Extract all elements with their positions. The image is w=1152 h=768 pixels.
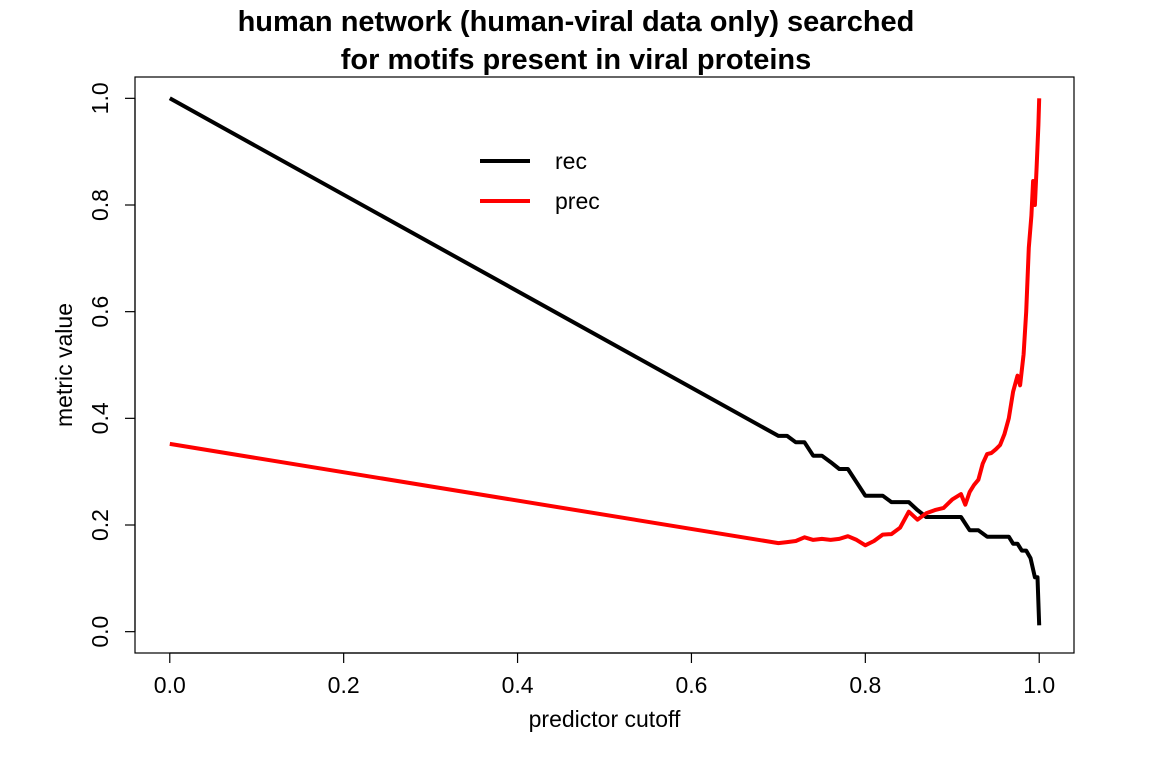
chart-title-line-1: human network (human-viral data only) se… — [237, 6, 915, 38]
y-tick-label: 0.0 — [87, 616, 113, 648]
legend: rec prec — [480, 148, 600, 214]
y-tick-label: 0.6 — [87, 296, 113, 328]
x-axis: 0.0 0.2 0.4 0.6 0.8 1.0 — [154, 652, 1055, 698]
chart-title-line-2: for motifs present in viral proteins — [340, 44, 812, 76]
x-tick-label: 0.0 — [154, 672, 186, 698]
legend-label-prec: prec — [555, 188, 600, 214]
plot-frame — [134, 76, 1075, 654]
x-axis-label: predictor cutoff — [529, 706, 681, 732]
y-axis-label: metric value — [51, 303, 77, 427]
x-tick-label: 1.0 — [1023, 672, 1055, 698]
y-axis: 0.0 0.2 0.4 0.6 0.8 1.0 — [87, 82, 136, 648]
x-tick-label: 0.6 — [675, 672, 707, 698]
x-tick-label: 0.8 — [849, 672, 881, 698]
y-tick-label: 1.0 — [87, 82, 113, 114]
series-layer — [168, 96, 1042, 626]
y-tick-label: 0.2 — [87, 509, 113, 541]
legend-label-rec: rec — [555, 148, 587, 174]
x-tick-label: 0.4 — [502, 672, 534, 698]
series-line-prec — [169, 98, 1042, 548]
y-tick-label: 0.4 — [87, 402, 113, 434]
y-tick-label: 0.8 — [87, 189, 113, 221]
x-tick-label: 0.2 — [328, 672, 360, 698]
series-line-rec — [168, 96, 1042, 626]
